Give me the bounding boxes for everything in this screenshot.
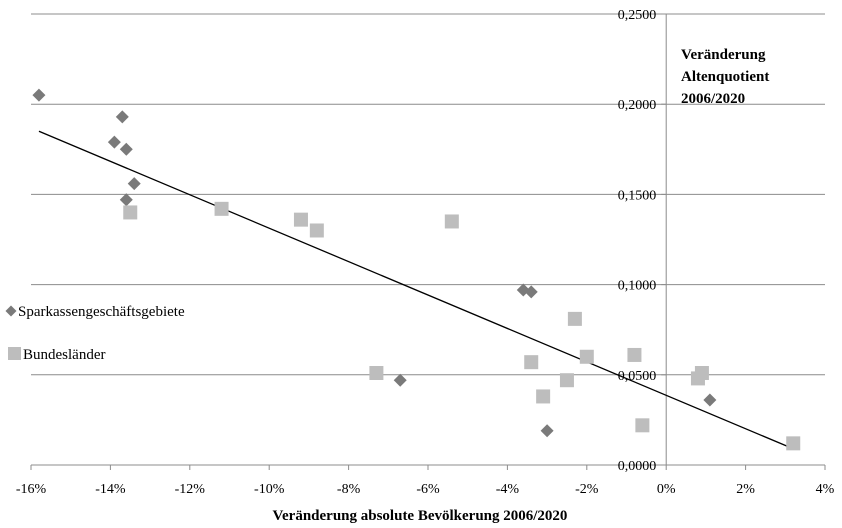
point-bundeslaender-11	[627, 347, 642, 362]
chart-title-line-2: Altenquotient	[681, 69, 769, 85]
x-axis-label: Veränderung absolute Bevölkerung 2006/20…	[273, 508, 568, 524]
point-bundeslaender-12	[635, 418, 650, 433]
legend: Sparkassengeschäftsgebiete Bundesländer	[5, 304, 185, 363]
legend-label-sparkassen: Sparkassengeschäftsgebiete	[18, 304, 185, 320]
point-bundeslaender-4	[444, 214, 459, 229]
point-bundeslaender-8	[559, 373, 574, 388]
y-tick-label-0: 0,0000	[618, 459, 657, 474]
point-bundeslaender-0	[123, 205, 138, 220]
point-bundeslaender-15	[786, 436, 801, 451]
y-tick-label-4: 0,2000	[618, 98, 657, 113]
y-tick-label-2: 0,1000	[618, 279, 657, 294]
x-tick-label-8: 0%	[657, 482, 676, 497]
chart-title-line-3: 2006/2020	[681, 91, 745, 107]
point-bundeslaender-2	[293, 212, 308, 227]
x-tick-label-9: 2%	[736, 482, 755, 497]
point-bundeslaender-10	[579, 349, 594, 364]
x-tick-label-3: -10%	[254, 482, 285, 497]
point-sparkassen-1	[115, 110, 129, 124]
point-bundeslaender-14	[694, 365, 709, 380]
point-sparkassen-8	[524, 285, 538, 299]
x-tick-label-1: -14%	[95, 482, 126, 497]
point-sparkassen-0	[32, 88, 46, 102]
x-tick-label-0: -16%	[16, 482, 47, 497]
point-sparkassen-6	[393, 373, 407, 387]
point-sparkassen-10	[703, 393, 717, 407]
x-tick-label-10: 4%	[816, 482, 835, 497]
y-tick-label-1: 0,0500	[618, 369, 657, 384]
point-sparkassen-5	[119, 193, 133, 207]
legend-marker-sparkassen	[5, 305, 17, 317]
point-bundeslaender-1	[214, 201, 229, 216]
data-points	[32, 88, 801, 451]
x-tick-label-5: -6%	[416, 482, 440, 497]
point-sparkassen-4	[127, 177, 141, 191]
point-bundeslaender-5	[369, 365, 384, 380]
y-tick-label-5: 0,2500	[618, 8, 657, 23]
point-sparkassen-2	[107, 135, 121, 149]
point-bundeslaender-9	[567, 311, 582, 326]
point-bundeslaender-3	[309, 223, 324, 238]
legend-label-bundeslaender: Bundesländer	[23, 347, 105, 363]
point-bundeslaender-7	[536, 389, 551, 404]
x-tick-label-7: -2%	[575, 482, 599, 497]
legend-marker-bundeslaender	[8, 347, 21, 360]
point-sparkassen-3	[119, 142, 133, 156]
chart-title-line-1: Veränderung	[681, 47, 766, 63]
point-sparkassen-9	[540, 424, 554, 438]
x-tick-label-2: -12%	[175, 482, 206, 497]
x-tick-label-6: -4%	[496, 482, 520, 497]
trendline	[38, 130, 794, 450]
x-tick-label-4: -8%	[337, 482, 361, 497]
point-bundeslaender-6	[524, 355, 539, 370]
y-tick-labels: 0,0000 0,0500 0,1000 0,1500 0,2000 0,2500	[618, 8, 667, 474]
y-tick-label-3: 0,1500	[618, 188, 657, 203]
x-tick-labels: -16% -14% -12% -10% -8% -6% -4% -2% 0% 2% 4%	[16, 465, 835, 497]
